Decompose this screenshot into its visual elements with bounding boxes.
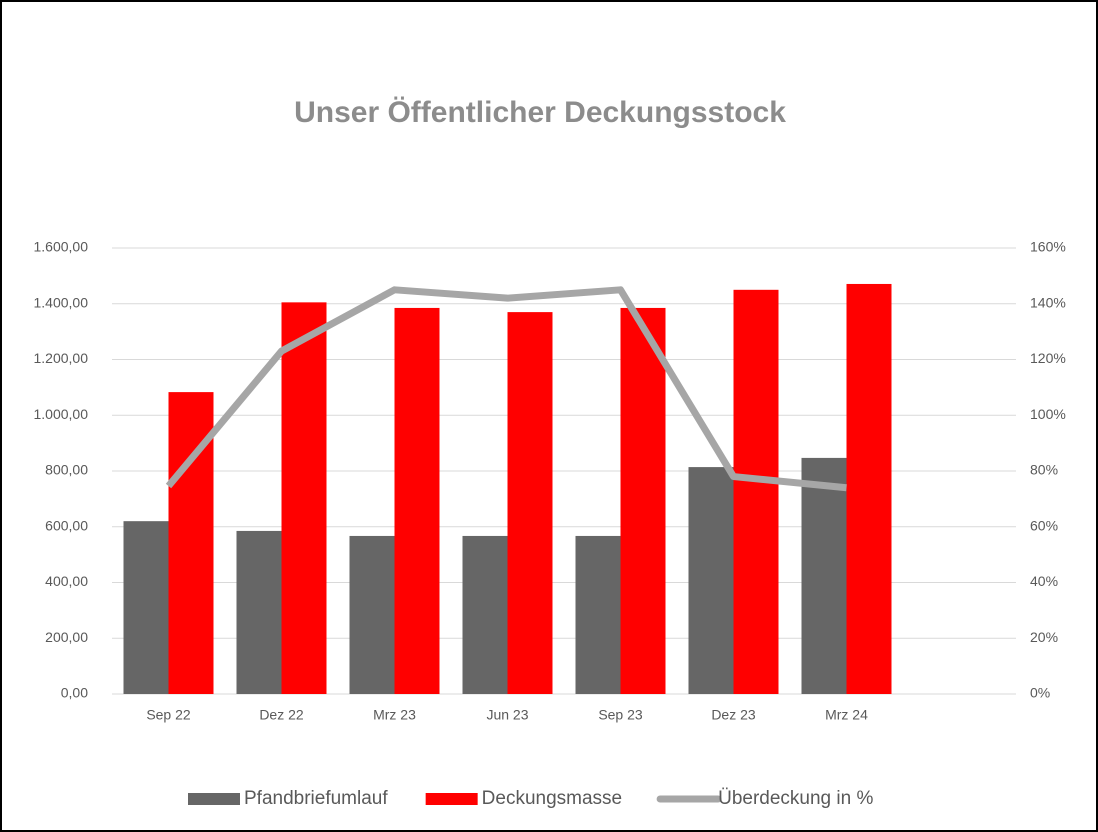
y-tick-label: 600,00 bbox=[45, 517, 88, 533]
bar bbox=[688, 467, 734, 694]
y-tick-label: 0,00 bbox=[61, 685, 88, 701]
y-tick-label: 400,00 bbox=[45, 573, 88, 589]
x-tick-label: Mrz 24 bbox=[825, 707, 868, 723]
legend-swatch bbox=[188, 793, 240, 805]
y-tick-label: 1.000,00 bbox=[34, 406, 89, 422]
y-tick-label: 1.400,00 bbox=[34, 294, 89, 310]
bar bbox=[733, 289, 779, 694]
bar bbox=[236, 530, 282, 694]
bar bbox=[507, 312, 553, 694]
x-tick-label: Sep 22 bbox=[146, 707, 191, 723]
bar bbox=[123, 521, 169, 694]
y2-tick-label: 140% bbox=[1030, 294, 1066, 310]
x-tick-label: Jun 23 bbox=[486, 707, 528, 723]
bar bbox=[394, 307, 440, 694]
legend-label: Deckungsmasse bbox=[482, 788, 622, 809]
bar bbox=[846, 283, 892, 694]
line bbox=[165, 286, 847, 492]
x-tick-label: Mrz 23 bbox=[373, 707, 416, 723]
x-tick-label: Dez 23 bbox=[711, 707, 756, 723]
y-tick-label: 1.600,00 bbox=[34, 239, 89, 255]
bar bbox=[620, 307, 666, 694]
y2-tick-label: 60% bbox=[1030, 517, 1058, 533]
legend-label: Pfandbriefumlauf bbox=[244, 788, 388, 809]
y-tick-label: 800,00 bbox=[45, 462, 88, 478]
y2-tick-label: 0% bbox=[1030, 685, 1050, 701]
bar bbox=[801, 457, 847, 694]
chart-title: Unser Öffentlicher Deckungsstock bbox=[294, 96, 786, 129]
x-tick-label: Dez 22 bbox=[259, 707, 304, 723]
legend-label: Überdeckung in % bbox=[718, 788, 873, 809]
bar bbox=[575, 535, 621, 694]
y2-tick-label: 40% bbox=[1030, 573, 1058, 589]
bar bbox=[349, 535, 395, 694]
x-tick-label: Sep 23 bbox=[598, 707, 643, 723]
y2-tick-label: 160% bbox=[1030, 239, 1066, 255]
bar bbox=[281, 302, 327, 694]
legend-swatch bbox=[425, 793, 478, 805]
bar bbox=[462, 535, 508, 694]
y-tick-label: 1.200,00 bbox=[34, 350, 89, 366]
y2-tick-label: 100% bbox=[1030, 406, 1066, 422]
y2-tick-label: 80% bbox=[1030, 462, 1058, 478]
y-tick-label: 200,00 bbox=[45, 629, 88, 645]
y2-tick-label: 20% bbox=[1030, 629, 1058, 645]
y2-tick-label: 120% bbox=[1030, 350, 1066, 366]
